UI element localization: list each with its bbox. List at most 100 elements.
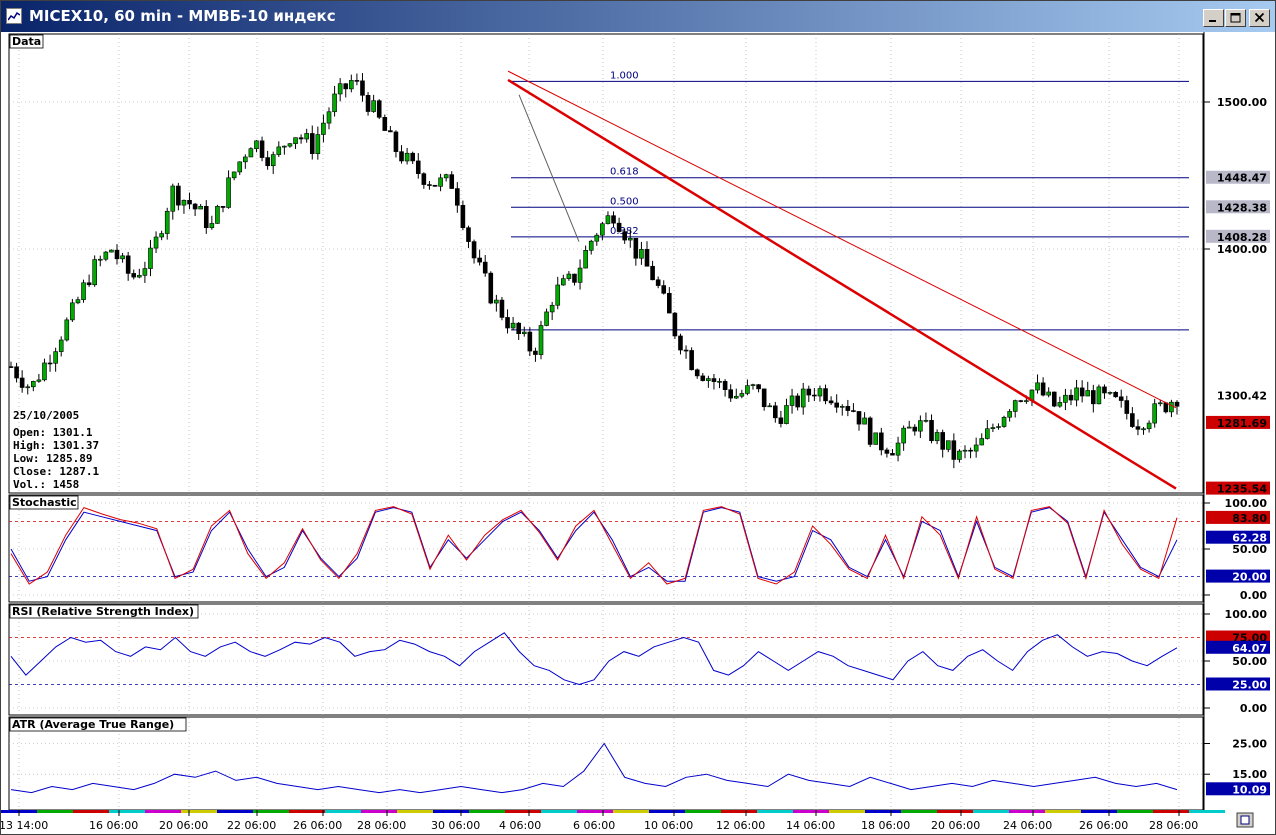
candle-body [951,440,957,460]
minimize-button[interactable] [1203,9,1224,27]
candle-body [282,145,287,148]
candle-body [1091,390,1096,405]
time-axis-segment [397,810,433,813]
time-axis-segment [613,810,649,813]
candle-body [203,206,209,229]
time-axis-label: 26 06:00 [1079,819,1128,832]
candle-body [1074,387,1079,401]
candle-body [209,223,215,229]
candle-body [527,331,533,352]
axis-tick-label: 50.00 [1232,543,1267,556]
candle-body [672,312,678,337]
time-axis-segment [541,810,577,813]
candle-body [1063,394,1068,403]
candle-body [1068,394,1074,401]
value-badge [1206,630,1270,644]
time-axis[interactable] [1,813,1275,834]
candle-body [561,278,566,286]
candle-body [795,395,800,408]
value-badge [1206,388,1270,402]
candle-body [304,133,309,140]
value-badge-label: 1408.28 [1217,231,1267,244]
value-badge [1206,415,1270,429]
candle-body [120,255,125,260]
axis-tick-label: 100.00 [1225,608,1268,621]
price-panel [8,33,1204,494]
axis-tick-label: 25.00 [1232,738,1267,751]
time-axis-segment [937,810,973,813]
axis-tick-label: 1400.00 [1217,243,1267,256]
rsi-panel-title: RSI (Relative Strength Index) [12,605,194,618]
value-badge-label: 83.80 [1232,512,1267,525]
candle-body [131,273,137,278]
candle-body [159,233,164,238]
candle-body [616,222,622,232]
candle-body [639,249,644,259]
candle-body [1157,402,1163,405]
indicator-lines [9,506,1203,794]
candle-body [1040,382,1046,396]
candle-body [410,152,415,162]
candle-body [148,247,153,269]
value-badge-label: 1300.42 [1217,389,1267,402]
candle-body [36,379,42,382]
time-axis-segment [361,810,397,813]
value-badge [1206,530,1270,544]
chart-app-icon [6,8,22,24]
candle-body [153,236,159,249]
close-button[interactable] [1249,9,1270,27]
value-badge-label: 64.07 [1232,642,1267,655]
value-badge-label: 62.28 [1232,532,1267,545]
maximize-button[interactable] [1225,9,1246,27]
time-axis-label: 20 06:00 [931,819,980,832]
candle-body [521,331,527,334]
candle-body [923,420,929,422]
trend-line [518,94,580,242]
price-candles [8,73,1180,469]
candle-body [388,130,393,133]
ohlc-volume: Vol.: 1458 [13,478,79,491]
candle-body [293,137,298,144]
candle-body [326,111,332,124]
candle-body [309,133,315,155]
candle-body [611,215,616,224]
candle-body [371,100,376,112]
candle-body [516,322,521,334]
candle-body [237,161,243,173]
time-axis-segment [1189,810,1225,813]
candle-body [856,411,862,425]
candle-body [773,405,778,419]
title-bar[interactable]: MICEX10, 60 min - ММВБ-10 индекс [1,1,1275,32]
candle-body [756,384,761,390]
candle-body [934,432,940,442]
fib-level-label: 1.000 [610,70,639,81]
candle-body [1169,401,1174,413]
candle-body [929,420,934,442]
candle-body [678,335,683,351]
candle-body [404,152,410,162]
time-axis-segment [1153,810,1189,813]
value-badge [1206,510,1270,524]
time-axis-label: 12 06:00 [716,819,765,832]
candle-body [488,272,494,304]
candle-body [572,273,577,283]
close-icon [1254,13,1265,23]
candle-body [968,449,973,452]
candle-body [192,203,198,210]
candle-body [761,388,767,408]
candle-body [298,137,304,140]
value-badge-label: 1448.47 [1217,172,1267,185]
value-badge [1206,640,1270,654]
candle-body [477,257,482,263]
candle-body [176,185,181,206]
candle-body [64,319,70,341]
candle-body [332,93,337,113]
candle-body [354,80,360,82]
candle-body [382,117,388,131]
candle-body [767,405,773,408]
axis-tick-label: 15.00 [1232,768,1267,781]
candle-body [544,311,549,326]
candle-body [1012,400,1018,412]
candle-body [1124,400,1130,414]
